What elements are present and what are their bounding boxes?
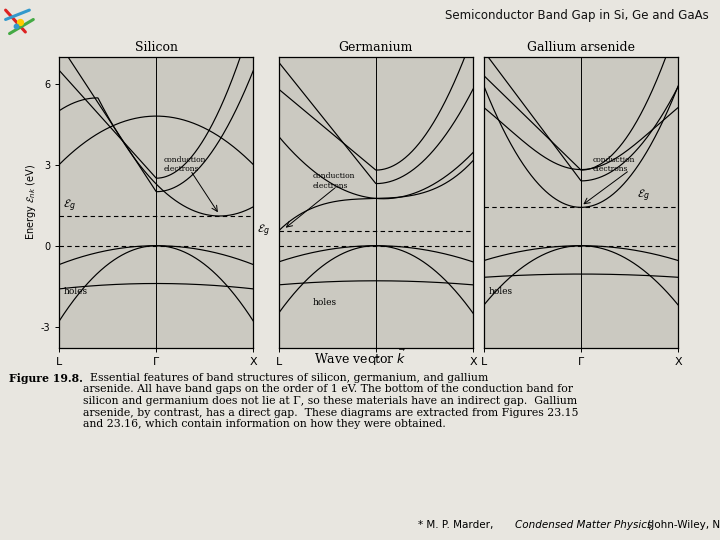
Text: holes: holes [489, 287, 513, 296]
Text: $\mathcal{E}_g$: $\mathcal{E}_g$ [257, 222, 270, 239]
Text: (John-Wiley, New York, 2000).: (John-Wiley, New York, 2000). [644, 521, 720, 530]
Point [11, 22, 22, 30]
Text: conduction
electrons: conduction electrons [593, 156, 635, 173]
Title: Gallium arsenide: Gallium arsenide [527, 41, 635, 54]
Title: Silicon: Silicon [135, 41, 178, 54]
Text: holes: holes [312, 298, 337, 307]
Title: Germanium: Germanium [338, 41, 413, 54]
Text: Wave vector $\vec{k}$: Wave vector $\vec{k}$ [314, 348, 406, 367]
Text: Condensed Matter Physics: Condensed Matter Physics [515, 521, 652, 530]
Text: * M. P. Marder,: * M. P. Marder, [418, 521, 496, 530]
Text: holes: holes [64, 287, 88, 296]
Text: conduction
electrons: conduction electrons [312, 172, 355, 190]
Text: Essential features of band structures of silicon, germanium, and gallium
arsenid: Essential features of band structures of… [83, 373, 578, 429]
Y-axis label: Energy $\mathcal{E}_{nk}$ (eV): Energy $\mathcal{E}_{nk}$ (eV) [24, 165, 37, 240]
Text: $\mathcal{E}_g$: $\mathcal{E}_g$ [637, 188, 650, 204]
Text: $\mathcal{E}_g$: $\mathcal{E}_g$ [63, 198, 76, 214]
Point [14, 17, 26, 26]
Text: conduction
electrons: conduction electrons [164, 156, 207, 173]
Text: Semiconductor Band Gap in Si, Ge and GaAs: Semiconductor Band Gap in Si, Ge and GaA… [446, 9, 709, 22]
Text: Figure 19.8.: Figure 19.8. [9, 373, 84, 384]
